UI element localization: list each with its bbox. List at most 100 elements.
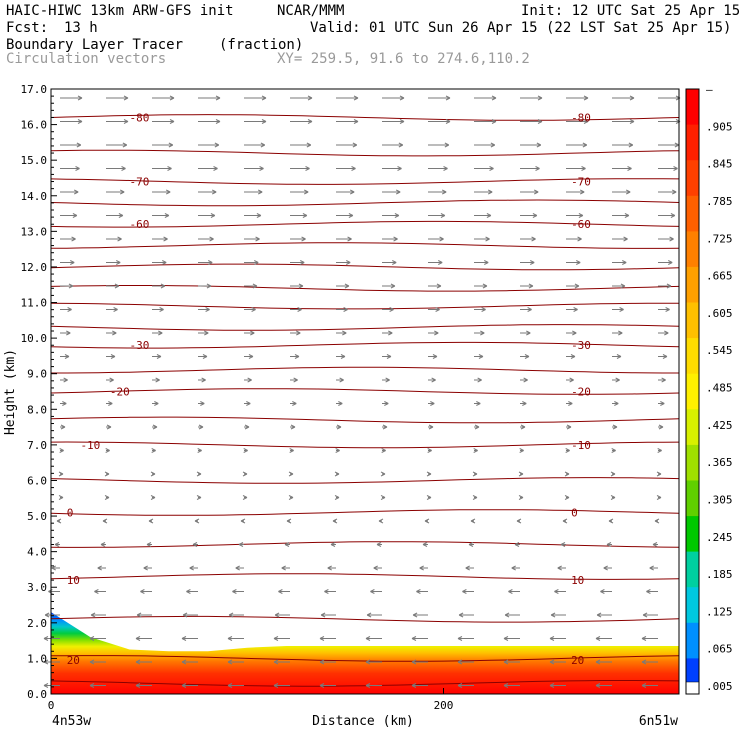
circulation-vector bbox=[520, 260, 535, 265]
circulation-vector bbox=[198, 330, 209, 336]
circulation-vector bbox=[232, 589, 244, 594]
circulation-vector bbox=[520, 330, 531, 336]
y-tick-label: 15.0 bbox=[21, 154, 48, 167]
circulation-vector bbox=[658, 424, 664, 430]
circulation-vector bbox=[336, 260, 351, 265]
y-tick-label: 0.0 bbox=[27, 688, 47, 701]
contour-label: -20 bbox=[571, 386, 591, 399]
circulation-vector bbox=[474, 354, 484, 359]
circulation-vector bbox=[135, 683, 152, 688]
circulation-vector bbox=[198, 260, 213, 265]
circulation-vector bbox=[290, 424, 296, 430]
circulation-vector bbox=[58, 495, 64, 500]
circulation-vector bbox=[457, 636, 474, 641]
circulation-vector bbox=[135, 659, 152, 665]
circulation-vector bbox=[273, 659, 290, 665]
circulation-vector bbox=[56, 518, 62, 524]
circulation-vector bbox=[376, 542, 382, 547]
circulation-vector bbox=[518, 471, 524, 477]
circulation-vector bbox=[97, 565, 106, 571]
circulation-vector bbox=[520, 424, 526, 430]
circulation-vector bbox=[382, 142, 404, 148]
circulation-vector bbox=[612, 377, 620, 383]
contour-label: 0 bbox=[571, 507, 578, 520]
contour-line bbox=[50, 680, 680, 687]
circulation-vector bbox=[520, 95, 543, 101]
y-tick-label: 2.0 bbox=[27, 617, 47, 630]
circulation-vector bbox=[336, 95, 359, 101]
circulation-vector bbox=[227, 683, 244, 688]
circulation-vector bbox=[474, 401, 481, 406]
circulation-vector bbox=[198, 377, 206, 383]
circulation-vector bbox=[565, 448, 570, 453]
circulation-vector bbox=[595, 683, 612, 688]
circulation-vector bbox=[474, 307, 486, 312]
circulation-vector bbox=[458, 612, 474, 618]
circulation-vector bbox=[549, 636, 566, 641]
circulation-vector bbox=[470, 518, 476, 524]
circulation-vector bbox=[290, 330, 301, 336]
circulation-vector bbox=[382, 283, 396, 289]
circulation-vector bbox=[658, 189, 677, 195]
circulation-vector bbox=[198, 189, 217, 195]
circulation-vector bbox=[411, 636, 428, 641]
circulation-vector bbox=[181, 659, 198, 665]
circulation-vector bbox=[290, 189, 309, 195]
circulation-vector bbox=[273, 683, 290, 688]
circulation-vector bbox=[473, 448, 478, 453]
contour-label: -70 bbox=[571, 176, 591, 189]
circulation-vector bbox=[428, 307, 440, 312]
circulation-vector bbox=[106, 166, 126, 171]
colorbar-label: .785 bbox=[706, 195, 733, 208]
circulation-vector bbox=[227, 636, 244, 641]
circulation-vector bbox=[152, 307, 164, 312]
contour-line bbox=[50, 615, 680, 623]
circulation-vector bbox=[244, 330, 255, 336]
circulation-vector bbox=[290, 95, 313, 101]
circulation-vector bbox=[373, 565, 382, 571]
circulation-vector bbox=[274, 612, 290, 618]
circulation-vector bbox=[566, 95, 589, 101]
circulation-vector bbox=[520, 119, 543, 124]
colorbar-swatch bbox=[686, 480, 699, 517]
contour-line bbox=[51, 366, 679, 374]
circulation-vector bbox=[152, 142, 174, 148]
circulation-vector bbox=[89, 683, 106, 688]
circulation-vector bbox=[657, 448, 662, 453]
circulation-vector bbox=[554, 589, 566, 594]
circulation-vector bbox=[658, 260, 673, 265]
circulation-vector bbox=[290, 213, 308, 218]
circulation-vector bbox=[520, 377, 528, 383]
circulation-vector bbox=[365, 683, 382, 688]
circulation-vector bbox=[520, 236, 536, 242]
circulation-vector bbox=[152, 401, 159, 406]
contour-line bbox=[50, 416, 680, 424]
circulation-vector bbox=[566, 401, 573, 406]
circulation-vector bbox=[658, 213, 676, 218]
circulation-vector bbox=[603, 565, 612, 571]
circulation-vector bbox=[60, 354, 70, 359]
circulation-vector bbox=[152, 330, 163, 336]
contour-label: -30 bbox=[571, 339, 591, 352]
circulation-vector bbox=[60, 142, 82, 148]
circulation-vector bbox=[244, 119, 267, 124]
circulation-vector bbox=[330, 542, 336, 547]
y-tick-label: 17.0 bbox=[21, 83, 48, 96]
contour-line bbox=[50, 114, 680, 121]
tracer-shading bbox=[51, 612, 679, 694]
circulation-vector bbox=[244, 142, 266, 148]
circulation-vector bbox=[336, 236, 352, 242]
circulation-vector bbox=[508, 589, 520, 594]
contour-label: -70 bbox=[130, 176, 150, 189]
circulation-vector bbox=[462, 589, 474, 594]
circulation-vector bbox=[336, 401, 343, 406]
y-tick-label: 4.0 bbox=[27, 546, 47, 559]
y-axis-label: Height (km) bbox=[3, 349, 18, 435]
circulation-vector bbox=[474, 236, 490, 242]
contour-label: -60 bbox=[571, 218, 591, 231]
contour-line bbox=[50, 178, 680, 185]
circulation-vector bbox=[54, 542, 60, 547]
circulation-vector bbox=[520, 189, 539, 195]
circulation-vector bbox=[658, 236, 674, 242]
circulation-vector bbox=[235, 565, 244, 571]
